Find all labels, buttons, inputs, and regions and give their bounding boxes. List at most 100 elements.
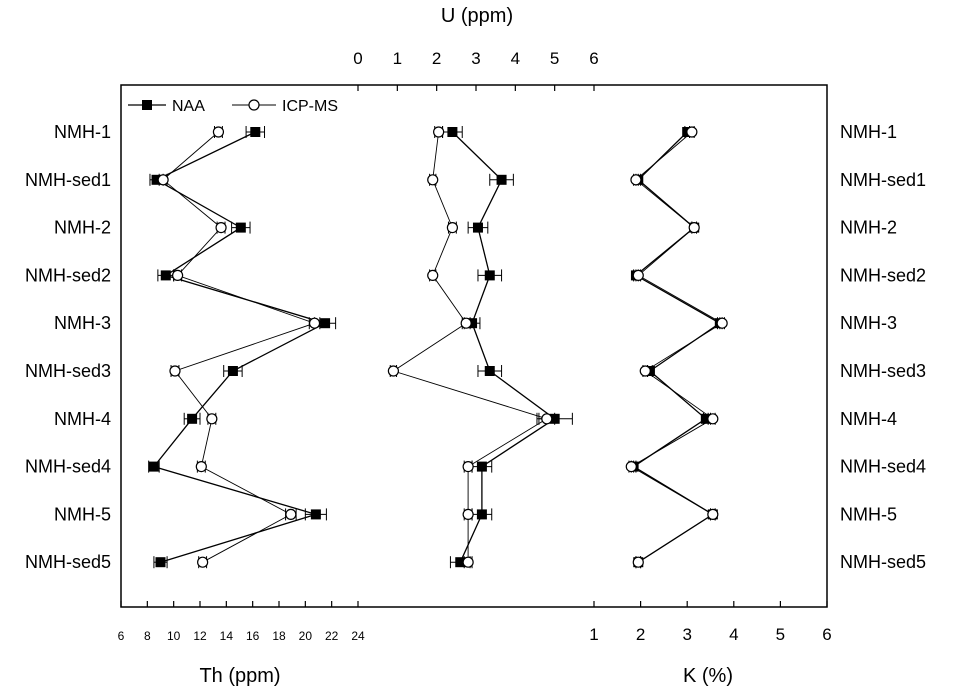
category-label-right: NMH-sed3	[840, 361, 926, 381]
th-axis-title: Th (ppm)	[199, 665, 280, 687]
th-tick-label: 10	[167, 629, 181, 643]
u-icpms-point	[427, 269, 439, 281]
u-tick-label: 2	[432, 49, 441, 68]
th-tick-label: 18	[272, 629, 286, 643]
category-label-right: NMH-sed1	[840, 170, 926, 190]
category-label-right: NMH-3	[840, 313, 897, 333]
u-tick-label: 6	[589, 49, 598, 68]
th-naa-line	[152, 131, 327, 563]
u-tick-label: 3	[471, 49, 480, 68]
u-naa-point	[496, 174, 507, 185]
th-icpms-point	[285, 508, 297, 521]
u-naa-point	[476, 461, 487, 472]
th-naa-point	[320, 318, 331, 329]
legend-icpms-marker	[248, 99, 260, 111]
th-naa-point	[250, 127, 261, 137]
category-label-left: NMH-4	[54, 409, 111, 429]
u-icpms-point	[387, 365, 399, 377]
k-icpms-point	[686, 126, 698, 138]
category-label-right: NMH-4	[840, 409, 897, 429]
u-tick-label: 0	[353, 49, 362, 68]
th-icpms-point	[206, 413, 218, 425]
category-label-right: NMH-1	[840, 122, 897, 142]
k-icpms-point	[632, 269, 644, 281]
chart-marks: NMH-1 NMH-1 NMH-sed1 NMH-sed1 NMH-2 NMH-2 NMH-…	[25, 49, 926, 644]
th-icpms-point	[157, 174, 169, 186]
k-icpms-point	[625, 461, 637, 473]
u-icpms-point	[462, 461, 474, 473]
k-tick-label: 5	[776, 625, 785, 644]
u-tick-label: 5	[550, 49, 559, 68]
u-naa-point	[455, 557, 466, 568]
th-icpms-point	[308, 317, 321, 329]
th-naa-point	[155, 557, 166, 568]
k-tick-label: 2	[636, 625, 645, 644]
k-icpms-point	[639, 365, 651, 377]
k-tick-label: 3	[682, 625, 691, 644]
th-naa-point	[160, 270, 171, 281]
th-tick-label: 16	[246, 629, 260, 643]
th-icpms-point	[169, 365, 181, 377]
legend-naa-marker	[142, 100, 152, 110]
k-icpms-point	[632, 556, 644, 568]
k-icpms-point	[716, 317, 728, 329]
k-tick-label: 1	[589, 625, 598, 644]
u-naa-point	[472, 222, 483, 233]
th-naa-point	[187, 413, 198, 424]
k-icpms-line	[630, 131, 723, 563]
th-icpms-line	[162, 131, 316, 563]
category-label-right: NMH-sed5	[840, 552, 926, 572]
plot-frame	[120, 84, 828, 608]
th-tick-label: 12	[193, 629, 207, 643]
u-icpms-point	[462, 508, 474, 521]
category-label-left: NMH-2	[54, 218, 111, 238]
th-tick-label: 14	[220, 629, 234, 643]
k-axis-title: K (%)	[683, 665, 733, 687]
u-icpms-point	[460, 317, 472, 329]
th-icpms-point	[172, 269, 184, 281]
category-label-left: NMH-sed1	[25, 170, 111, 190]
k-tick-label: 6	[822, 625, 831, 644]
k-icpms-point	[688, 222, 700, 234]
u-naa-point	[484, 366, 495, 376]
u-icpms-line	[392, 131, 548, 563]
th-icpms-point	[215, 222, 227, 234]
category-label-right: NMH-sed4	[840, 457, 926, 477]
k-icpms-point	[707, 508, 719, 521]
category-label-left: NMH-1	[54, 122, 111, 142]
k-icpms-point	[630, 174, 642, 186]
th-icpms-point	[197, 556, 209, 568]
u-naa-point	[484, 270, 495, 281]
k-naa-line	[632, 131, 722, 563]
u-naa-point	[467, 318, 478, 329]
u-naa-line	[451, 131, 556, 563]
category-label-right: NMH-2	[840, 218, 897, 238]
u-naa-point	[447, 127, 458, 137]
category-label-left: NMH-sed2	[25, 265, 111, 285]
category-label-left: NMH-sed4	[25, 457, 111, 477]
th-naa-point	[227, 366, 238, 376]
th-naa-point	[148, 461, 159, 472]
u-icpms-point	[427, 174, 439, 186]
u-icpms-point	[462, 556, 474, 568]
legend-naa-label: NAA	[172, 98, 205, 115]
category-label-left: NMH-sed5	[25, 552, 111, 572]
k-icpms-point	[707, 413, 719, 425]
th-tick-label: 20	[299, 629, 313, 643]
th-icpms-point	[212, 126, 225, 138]
th-tick-label: 22	[325, 629, 339, 643]
th-tick-label: 6	[118, 629, 125, 643]
u-axis-title: U (ppm)	[441, 5, 513, 27]
th-icpms-point	[195, 461, 207, 473]
th-naa-point	[151, 174, 162, 185]
u-tick-label: 4	[511, 49, 520, 68]
category-label-left: NMH-5	[54, 504, 111, 524]
legend-icpms-label: ICP-MS	[282, 98, 338, 115]
th-tick-label: 8	[144, 629, 151, 643]
u-tick-label: 1	[393, 49, 402, 68]
category-label-left: NMH-sed3	[25, 361, 111, 381]
k-tick-label: 4	[729, 625, 738, 644]
category-label-right: NMH-5	[840, 504, 897, 524]
category-label-left: NMH-3	[54, 313, 111, 333]
